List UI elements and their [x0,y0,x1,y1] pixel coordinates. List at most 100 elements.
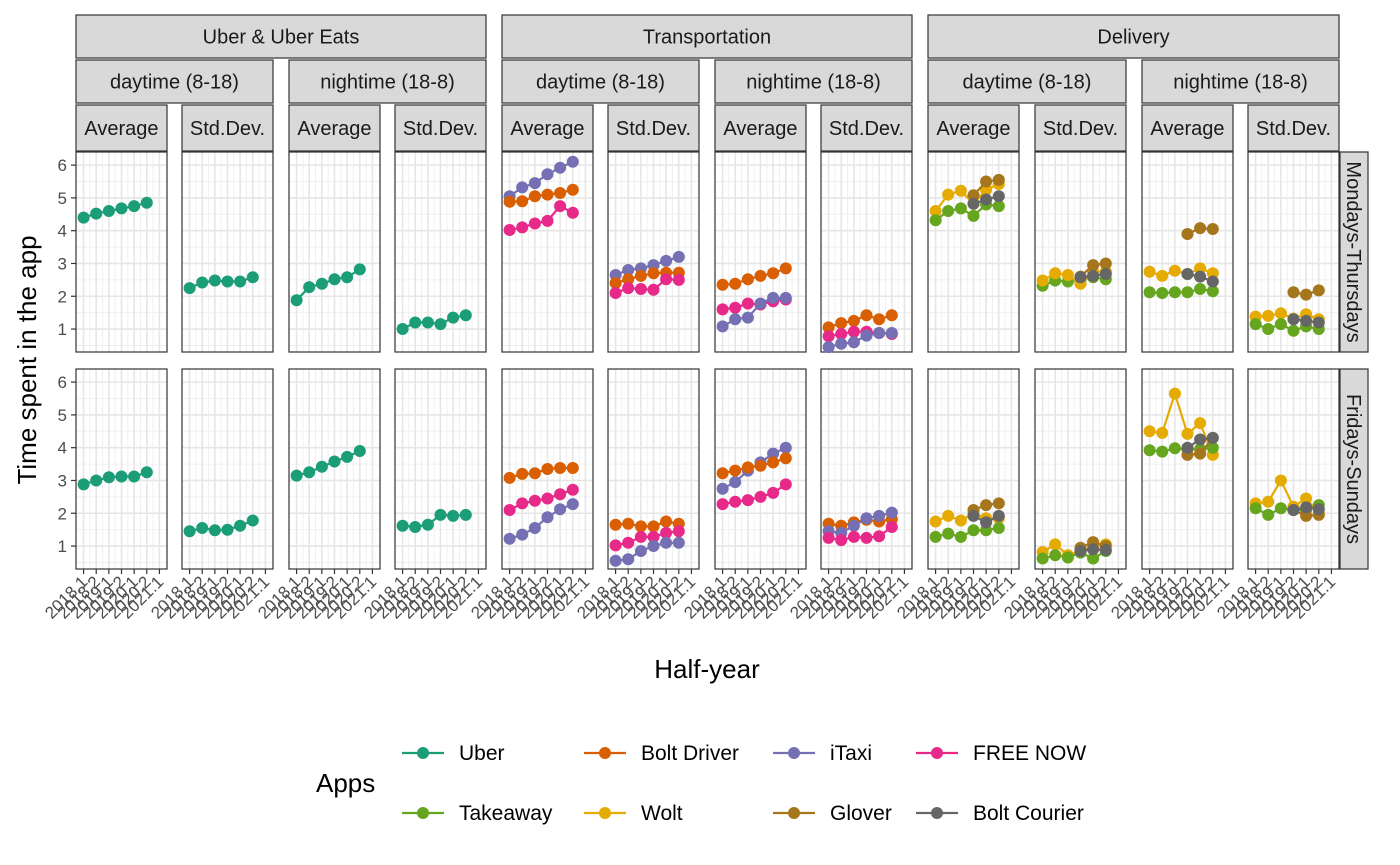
legend-label: Bolt Driver [641,742,739,765]
data-point [741,311,754,324]
data-point [341,271,354,284]
data-point [741,297,754,310]
legend: Apps Uber Bolt Driver iTaxi FREE NOW Takeawa… [316,742,1086,825]
panel-data-r0-c8 [929,173,1005,227]
data-point [1300,288,1313,301]
strip-time: daytime (8-18) [501,59,700,104]
strip-row-background [1339,368,1369,570]
data-point [528,217,541,230]
strip-time-background [501,59,700,104]
data-point [1156,287,1169,299]
panel-border [1141,151,1234,353]
data-point [967,189,980,202]
data-point [102,205,115,217]
data-point [1074,271,1087,284]
strip-stat-background [1141,104,1234,152]
data-point [1181,427,1194,440]
legend-item-glover: Glover [773,802,892,825]
legend-title: Apps [316,768,375,798]
strip-stat-label: Average [723,118,797,140]
data-point [90,474,103,487]
data-point [541,492,554,505]
data-point [860,512,873,525]
strip-time-label: nightime (18-8) [320,72,455,94]
data-point [1194,417,1207,430]
data-point [954,514,967,527]
panels-layer [75,151,1340,570]
panel-data-r0-c10 [1143,222,1219,299]
data-point [1099,257,1112,270]
strip-stat: Average [1141,104,1234,152]
panel-border [607,151,700,353]
legend-key-point [599,747,611,759]
data-point [835,317,848,330]
strip-time-label: daytime (8-18) [536,72,665,94]
panel-border [714,151,807,353]
data-point [516,497,529,510]
data-point [341,450,354,463]
data-point [1300,501,1313,514]
data-point [1287,313,1300,326]
strip-row: Fridays-Sundays [1339,368,1369,570]
data-point [716,498,729,511]
data-point [221,275,234,288]
strip-time: daytime (8-18) [927,59,1127,104]
panel-data-r0-c11 [1249,284,1325,337]
data-point [660,526,673,539]
data-point [860,309,873,322]
data-point [447,311,460,324]
panel-border [75,151,168,353]
panel-r1-c0 [75,368,168,570]
data-point [1099,268,1112,280]
panel-data-r0-c2 [290,263,366,307]
strip-group-background [927,14,1340,59]
data-point [1262,323,1275,335]
data-point [634,283,647,295]
data-point [1249,318,1262,331]
y-tick-label: 4 [58,439,67,458]
panel-border [927,151,1020,353]
data-point [409,521,422,533]
panel-data-r1-c7 [822,506,898,547]
data-point [967,197,980,210]
data-point [459,508,472,521]
y-tick-label: 5 [58,406,67,425]
legend-item-uber: Uber [402,742,505,765]
data-point [1312,503,1325,516]
strip-stat-background [714,104,807,152]
data-point [396,323,409,335]
strip-row-label: Mondays-Thursdays [1342,161,1364,342]
panel-border [181,151,274,353]
data-point [767,291,780,304]
y-tick-label: 6 [58,156,67,175]
strip-group-label: Transportation [643,27,771,49]
strip-row: Mondays-Thursdays [1339,151,1369,353]
data-point [647,530,660,543]
strip-row-label: Fridays-Sundays [1342,394,1364,544]
data-point [1143,444,1156,457]
data-point [942,527,955,540]
data-point [1249,502,1262,515]
data-point [672,536,685,549]
strip-stat: Std.Dev. [394,104,487,152]
legend-key-point [417,747,429,759]
data-point [303,466,316,479]
panel-data-r0-c4 [503,155,579,236]
data-point [835,337,848,350]
data-point [992,200,1005,213]
data-point [140,196,153,209]
data-point [1312,316,1325,329]
data-point [1087,269,1100,282]
legend-label: Uber [459,742,505,765]
data-point [541,168,554,181]
data-point [1061,269,1074,281]
panel-data-r0-c5 [609,250,685,299]
data-point [1206,285,1219,298]
data-point [566,498,579,511]
data-point [566,183,579,196]
data-point [290,469,303,482]
panel-r0-c1 [181,151,274,353]
data-point [315,277,328,290]
data-point [1262,309,1275,322]
data-point [622,282,635,295]
